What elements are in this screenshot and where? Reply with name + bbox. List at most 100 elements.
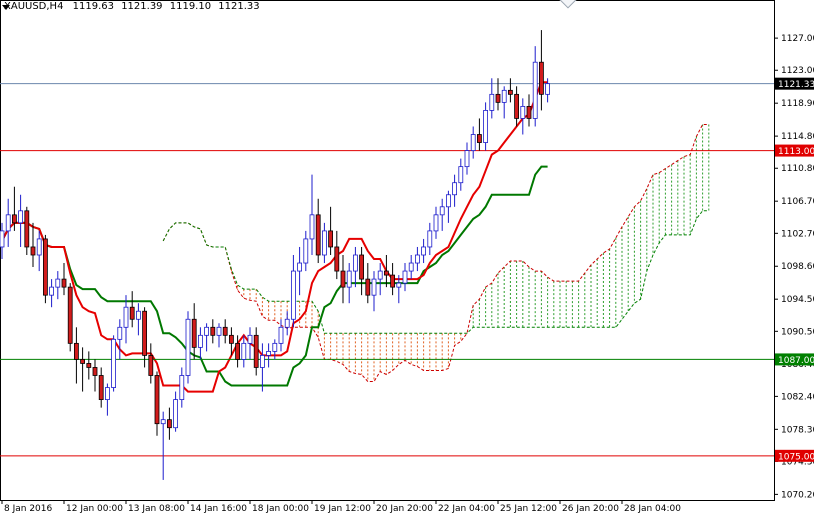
candle bbox=[5, 198, 11, 247]
candle bbox=[210, 319, 216, 344]
candle bbox=[464, 142, 470, 175]
candle-body bbox=[545, 83, 550, 95]
candle bbox=[18, 194, 24, 247]
candle-body bbox=[11, 214, 17, 224]
candle-body bbox=[507, 89, 513, 95]
candle bbox=[98, 367, 104, 408]
candle bbox=[129, 291, 135, 328]
candle bbox=[92, 359, 98, 392]
x-tick-label: 26 Jan 20:00 bbox=[562, 504, 619, 514]
ohlc-close: 1121.33 bbox=[218, 1, 260, 12]
candle-body bbox=[5, 214, 11, 232]
candle bbox=[204, 323, 210, 352]
candle-body bbox=[532, 61, 538, 119]
candle bbox=[86, 351, 92, 380]
candle bbox=[80, 347, 85, 392]
ohlc-low: 1119.10 bbox=[169, 1, 212, 12]
candle-body bbox=[216, 326, 222, 336]
candle-body bbox=[222, 326, 228, 336]
candle bbox=[452, 174, 458, 207]
candle bbox=[507, 78, 513, 103]
candle-body bbox=[371, 278, 377, 296]
chart-menu-arrow-icon[interactable] bbox=[2, 5, 10, 10]
candle-body bbox=[49, 286, 54, 296]
candle bbox=[334, 230, 340, 280]
candle bbox=[278, 319, 284, 352]
candle-body bbox=[142, 310, 148, 356]
candle-body bbox=[117, 326, 123, 340]
x-tick-label: 19 Jan 12:00 bbox=[314, 504, 371, 514]
ichimoku-cloud bbox=[230, 124, 710, 382]
candle bbox=[495, 78, 501, 111]
x-tick-label: 28 Jan 04:00 bbox=[624, 504, 681, 514]
x-tick-label: 25 Jan 12:00 bbox=[500, 504, 557, 514]
y-tick-label: 1106.70 bbox=[781, 197, 814, 207]
candle-body bbox=[439, 206, 445, 216]
candle-body bbox=[278, 326, 284, 344]
candle bbox=[266, 343, 272, 368]
candle bbox=[24, 206, 30, 255]
candle-body bbox=[297, 262, 303, 272]
candle-body bbox=[495, 93, 501, 103]
candle-body bbox=[61, 278, 67, 288]
candle-body bbox=[309, 214, 315, 240]
current-price-tag-bg bbox=[775, 77, 814, 90]
y-tick-label: 1114.80 bbox=[781, 132, 814, 142]
candle bbox=[135, 303, 141, 336]
candle-body bbox=[520, 105, 526, 119]
candle bbox=[470, 126, 476, 159]
x-tick-label: 12 Jan 00:00 bbox=[66, 504, 123, 514]
candle bbox=[539, 30, 544, 111]
kijun-sen-line bbox=[1, 165, 548, 387]
candle bbox=[197, 327, 203, 360]
candle-body bbox=[74, 342, 79, 360]
candle-body bbox=[173, 399, 179, 429]
y-tick-label: 1127.00 bbox=[781, 34, 814, 44]
candle-body bbox=[179, 375, 185, 400]
candle bbox=[328, 206, 334, 255]
level-price-tag-bg bbox=[775, 353, 814, 366]
candle bbox=[36, 230, 42, 272]
candle bbox=[222, 319, 228, 344]
level-price-tag-bg bbox=[775, 449, 814, 462]
x-tick-label: 20 Jan 20:00 bbox=[376, 504, 433, 514]
candle bbox=[272, 339, 278, 360]
y-tick-label: 1123.00 bbox=[781, 66, 814, 76]
candle-body bbox=[123, 306, 129, 328]
candle-body bbox=[514, 93, 519, 119]
candle-body bbox=[30, 246, 36, 256]
y-tick-label: 1110.80 bbox=[781, 164, 814, 174]
candle bbox=[11, 186, 17, 231]
ohlc-open: 1119.63 bbox=[72, 1, 114, 12]
candle-body bbox=[191, 318, 197, 348]
candle bbox=[241, 335, 247, 368]
candle bbox=[67, 283, 73, 352]
candle-body bbox=[359, 254, 365, 280]
senkou-span-a-line bbox=[162, 124, 709, 382]
candle bbox=[117, 319, 123, 360]
candle bbox=[0, 222, 5, 260]
price-axis: 1127.00 1123.00 1118.90 1114.80 1110.80 1106.… bbox=[774, 34, 814, 500]
y-tick-label: 1098.60 bbox=[781, 262, 814, 272]
candle-body bbox=[346, 270, 352, 288]
candle bbox=[445, 190, 451, 223]
candle-body bbox=[111, 338, 116, 388]
candle-body bbox=[458, 166, 464, 184]
candle-body bbox=[18, 210, 24, 224]
candle bbox=[433, 206, 439, 239]
candle bbox=[390, 263, 396, 296]
candle bbox=[284, 311, 290, 336]
y-tick-label: 1094.50 bbox=[781, 295, 814, 305]
time-axis: 8 Jan 2016 12 Jan 00:00 13 Jan 08:00 14 Jan… bbox=[1, 500, 681, 514]
candle-body bbox=[259, 355, 265, 368]
candle-body bbox=[476, 134, 482, 143]
candle bbox=[383, 255, 389, 288]
candle-body bbox=[86, 363, 92, 368]
candle-body bbox=[390, 274, 396, 288]
candle-body bbox=[67, 286, 73, 344]
candle-body bbox=[154, 375, 160, 425]
x-tick-label: 18 Jan 00:00 bbox=[252, 504, 309, 514]
candle-body bbox=[197, 334, 203, 348]
candle bbox=[408, 255, 414, 280]
